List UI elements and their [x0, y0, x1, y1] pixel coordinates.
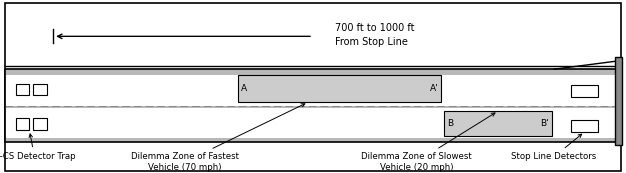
Bar [5, 69, 621, 142]
Bar [5, 69, 621, 142]
Bar [16, 84, 29, 95]
Text: A: A [241, 84, 247, 93]
Bar [615, 57, 622, 145]
Bar [571, 120, 598, 132]
Text: 700 ft to 1000 ft
From Stop Line: 700 ft to 1000 ft From Stop Line [335, 23, 414, 47]
Bar [238, 75, 441, 102]
Text: D-CS Detector Trap: D-CS Detector Trap [0, 134, 76, 161]
Bar [33, 119, 47, 130]
Bar [6, 71, 620, 106]
Bar [33, 84, 47, 95]
Bar [16, 119, 29, 130]
Bar [5, 138, 621, 142]
Bar [6, 108, 620, 140]
Text: B': B' [540, 119, 549, 128]
Text: A': A' [429, 84, 438, 93]
Text: B: B [448, 119, 454, 128]
Bar [615, 57, 622, 145]
Text: Stop Line Detectors: Stop Line Detectors [511, 134, 597, 161]
Text: Dilemma Zone of Slowest
Vehicle (20 mph): Dilemma Zone of Slowest Vehicle (20 mph) [361, 113, 495, 172]
Bar [444, 111, 552, 136]
Bar [571, 85, 598, 97]
Bar [5, 69, 621, 75]
Text: Dilemma Zone of Fastest
Vehicle (70 mph): Dilemma Zone of Fastest Vehicle (70 mph) [131, 104, 305, 172]
